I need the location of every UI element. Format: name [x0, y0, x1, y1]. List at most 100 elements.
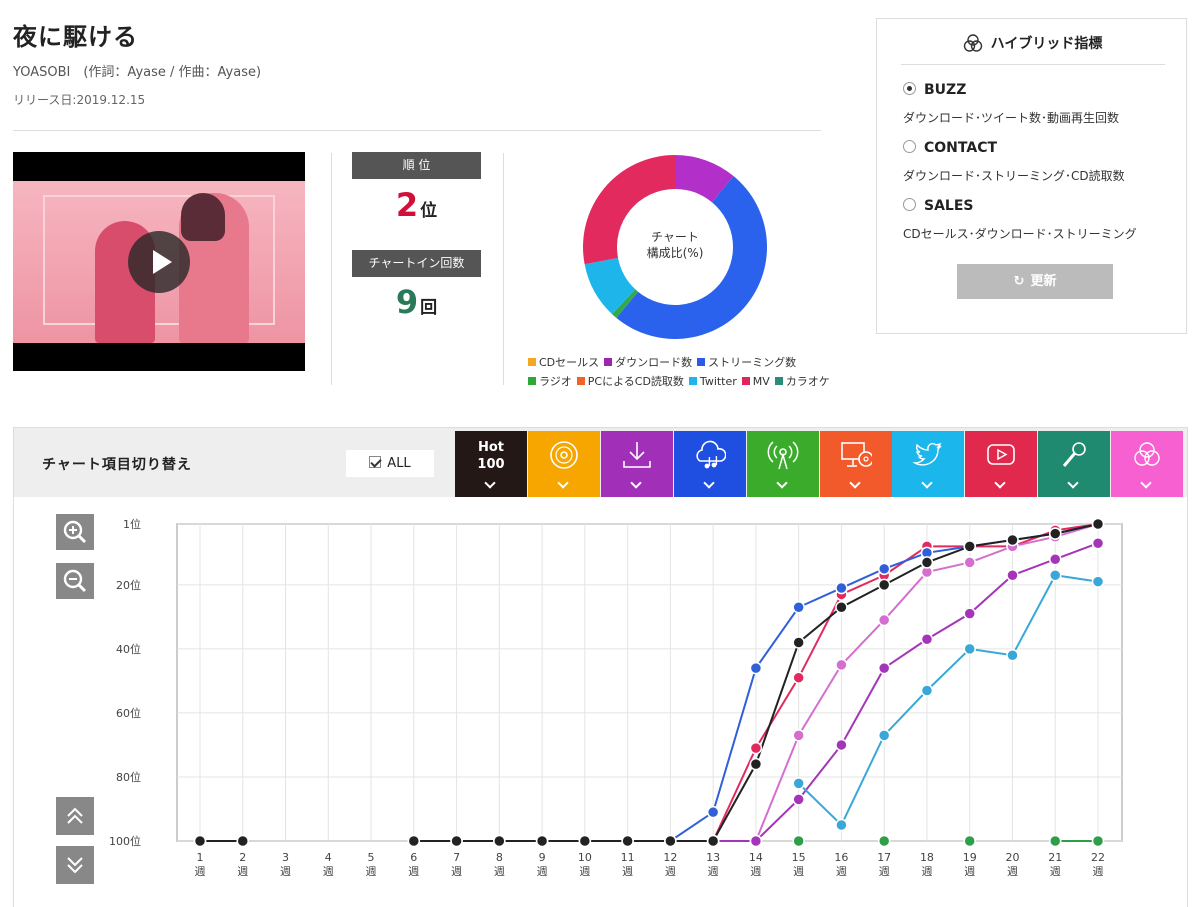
data-point[interactable]	[792, 671, 805, 684]
radio-button[interactable]	[903, 82, 916, 95]
hybrid-option-contact[interactable]: CONTACT	[903, 140, 997, 156]
data-point[interactable]	[877, 578, 891, 592]
data-point[interactable]	[963, 834, 976, 848]
hybrid-icon	[963, 34, 982, 52]
data-point[interactable]	[1091, 575, 1105, 588]
data-point[interactable]	[877, 729, 891, 742]
donut-slice	[584, 257, 636, 315]
data-point[interactable]	[877, 834, 891, 848]
data-point[interactable]	[706, 834, 720, 848]
zoom-out-button[interactable]	[56, 563, 94, 599]
data-point[interactable]	[792, 601, 805, 614]
data-point[interactable]	[792, 729, 805, 742]
data-point[interactable]	[835, 658, 848, 672]
data-point[interactable]	[963, 607, 976, 620]
data-point[interactable]	[920, 684, 934, 697]
data-point[interactable]	[749, 757, 763, 771]
data-point[interactable]	[749, 661, 763, 675]
all-label: ALL	[387, 456, 411, 471]
tab-radio[interactable]	[746, 431, 819, 497]
data-point[interactable]	[621, 834, 634, 848]
data-point[interactable]	[963, 642, 976, 656]
data-point[interactable]	[1091, 536, 1105, 550]
data-point[interactable]	[749, 834, 763, 848]
donut-legend: ラジオ PCによるCD読取数 Twitter MV カラオケ	[528, 373, 835, 389]
scroll-down-button[interactable]	[56, 846, 94, 884]
x-tick-unit: 週	[280, 865, 291, 878]
data-point[interactable]	[193, 834, 207, 848]
hybrid-option-sales[interactable]: SALES	[903, 198, 974, 214]
x-tick-unit: 週	[366, 865, 377, 878]
play-button-icon[interactable]	[128, 231, 190, 293]
data-point[interactable]	[578, 834, 592, 848]
data-point[interactable]	[835, 601, 848, 614]
x-tick-label: 15	[792, 851, 806, 864]
data-point[interactable]	[706, 805, 720, 819]
data-point[interactable]	[535, 834, 549, 848]
rank-label: 順 位	[352, 152, 481, 179]
data-point[interactable]	[1091, 834, 1105, 848]
data-point[interactable]	[835, 818, 848, 832]
data-point[interactable]	[920, 633, 934, 646]
tab-twitter[interactable]	[892, 431, 965, 497]
data-point[interactable]	[963, 540, 976, 553]
tab-mv[interactable]	[965, 431, 1038, 497]
x-tick-label: 3	[282, 851, 289, 864]
scroll-up-button[interactable]	[56, 797, 94, 835]
all-toggle-button[interactable]: ALL	[346, 450, 434, 477]
radio-button[interactable]	[903, 140, 916, 153]
legend-swatch	[528, 377, 536, 385]
x-tick-label: 4	[325, 851, 332, 864]
data-point[interactable]	[877, 661, 891, 675]
music-video-player[interactable]	[13, 152, 305, 371]
x-tick-unit: 週	[1007, 865, 1018, 878]
zoom-in-button[interactable]	[56, 514, 94, 550]
pc-cd-icon	[840, 442, 872, 467]
hybrid-option-buzz[interactable]: BUZZ	[903, 82, 966, 98]
x-tick-label: 10	[578, 851, 592, 864]
data-point[interactable]	[450, 834, 463, 848]
chart-in-count-number: 9	[395, 283, 419, 321]
tab-hot100[interactable]: Hot 100	[455, 431, 527, 497]
data-point[interactable]	[1006, 649, 1019, 662]
data-point[interactable]	[963, 556, 976, 569]
data-point[interactable]	[835, 581, 848, 595]
data-point[interactable]	[792, 636, 805, 649]
tab-karaoke[interactable]	[1038, 431, 1111, 497]
data-point[interactable]	[664, 834, 677, 848]
data-point[interactable]	[792, 834, 805, 848]
data-point[interactable]	[792, 793, 805, 806]
checkbox-icon[interactable]	[369, 456, 382, 468]
tab-download[interactable]	[600, 431, 673, 497]
tab-streaming[interactable]	[673, 431, 746, 497]
data-point[interactable]	[1048, 527, 1062, 540]
data-point[interactable]	[877, 562, 891, 576]
tab-cd-sales[interactable]	[527, 431, 600, 497]
data-point[interactable]	[920, 556, 934, 569]
tab-pc-cd-read[interactable]	[819, 431, 892, 497]
data-point[interactable]	[1048, 552, 1062, 566]
data-point[interactable]	[407, 834, 421, 848]
plot-area	[176, 523, 1123, 842]
data-point[interactable]	[835, 738, 848, 752]
x-tick-label: 7	[453, 851, 460, 864]
data-point[interactable]	[493, 834, 506, 848]
x-tick-unit: 週	[793, 865, 804, 878]
legend-item: ラジオ	[528, 373, 572, 389]
data-point[interactable]	[792, 777, 805, 790]
data-point[interactable]	[1006, 533, 1019, 547]
tab-hybrid[interactable]	[1111, 431, 1184, 497]
data-point[interactable]	[1006, 568, 1019, 582]
data-point[interactable]	[749, 741, 763, 755]
donut-slice	[583, 155, 675, 265]
data-point[interactable]	[1091, 517, 1105, 531]
data-point[interactable]	[877, 613, 891, 627]
legend-swatch	[697, 358, 706, 366]
data-point[interactable]	[1048, 834, 1062, 848]
chart-switch-label: チャート項目切り替え	[42, 457, 192, 473]
x-tick-label: 17	[877, 851, 891, 864]
radio-button[interactable]	[903, 198, 916, 211]
data-point[interactable]	[236, 834, 250, 848]
update-button[interactable]: ↻ 更新	[957, 264, 1113, 299]
data-point[interactable]	[1048, 568, 1062, 582]
